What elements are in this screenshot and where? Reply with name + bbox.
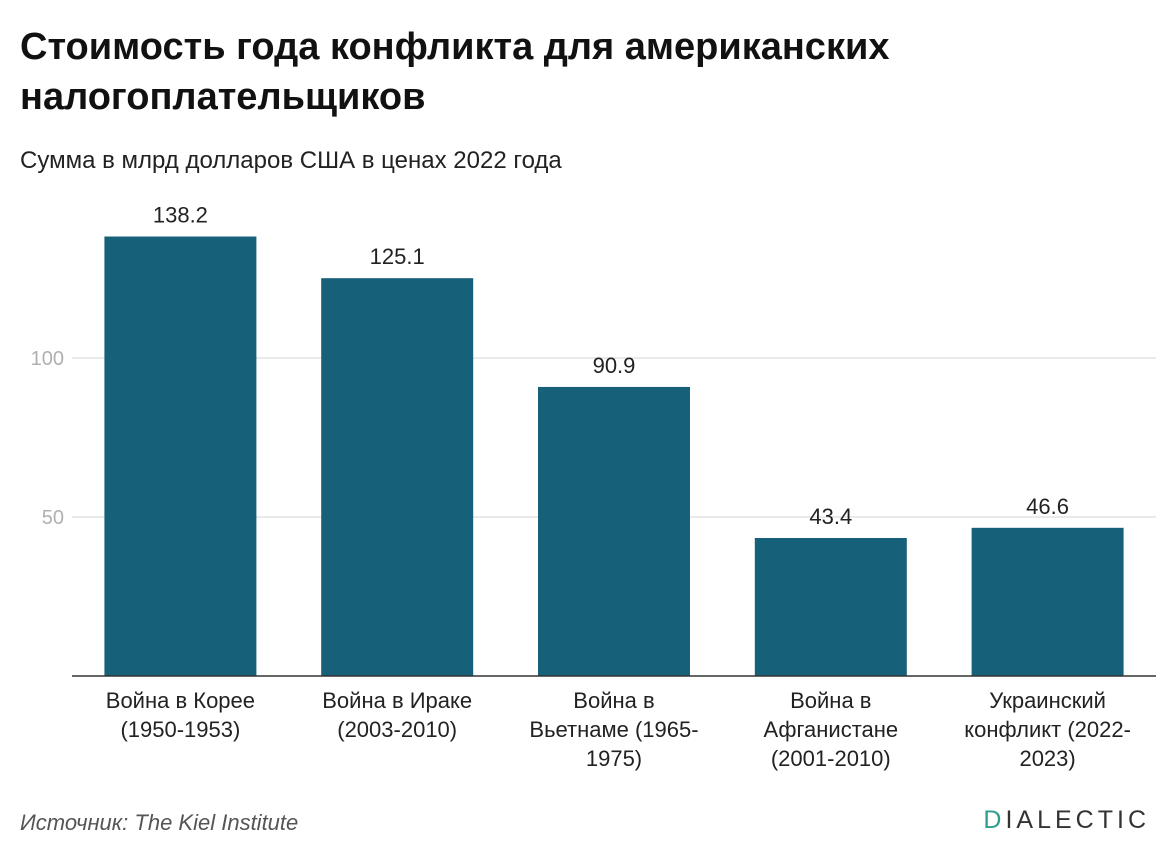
chart-subtitle: Сумма в млрд долларов США в ценах 2022 г… — [20, 147, 562, 174]
category-label-1-line-1: Война в Корее — [106, 688, 255, 713]
bar-3 — [538, 386, 690, 676]
value-label-4: 43.4 — [809, 504, 852, 529]
bar-2 — [321, 278, 474, 676]
y-tick-label-50: 50 — [42, 507, 64, 529]
category-label-4-line-3: (2001-2010) — [771, 746, 891, 771]
bar-1 — [104, 236, 257, 677]
category-label-3-line-2: Вьетнаме (1965- — [529, 717, 698, 742]
logo-text: IALECTIC — [1005, 806, 1150, 834]
bar-4 — [754, 537, 907, 676]
category-label-2-line-2: (2003-2010) — [337, 717, 457, 742]
y-tick-label-100: 100 — [31, 348, 64, 370]
category-label-1-line-2: (1950-1953) — [120, 717, 240, 742]
value-label-5: 46.6 — [1026, 494, 1069, 519]
category-label-4-line-1: Война в — [790, 688, 871, 713]
category-label-3-line-3: 1975) — [586, 746, 642, 771]
bar-chart: 50 100 138.2 Война в Корее (1950-1953) 125.1 В… — [31, 203, 1156, 771]
value-label-3: 90.9 — [593, 353, 636, 378]
source-note: Источник: The Kiel Institute — [20, 810, 299, 835]
category-label-5-line-1: Украинский — [989, 688, 1106, 713]
category-label-2-line-1: Война в Ираке — [322, 688, 472, 713]
dialectic-logo: DIALECTIC — [983, 806, 1150, 835]
category-label-5-line-2: конфликт (2022- — [964, 717, 1131, 742]
category-label-5-line-3: 2023) — [1019, 746, 1075, 771]
logo-accent-letter: D — [983, 806, 1006, 834]
value-label-1: 138.2 — [153, 203, 208, 228]
category-label-3-line-1: Война в — [573, 688, 654, 713]
chart-title: Стоимость года конфликта для американски… — [20, 26, 890, 118]
category-label-4-line-2: Афганистане — [763, 717, 898, 742]
value-label-2: 125.1 — [370, 244, 425, 269]
bar-5 — [971, 527, 1124, 676]
